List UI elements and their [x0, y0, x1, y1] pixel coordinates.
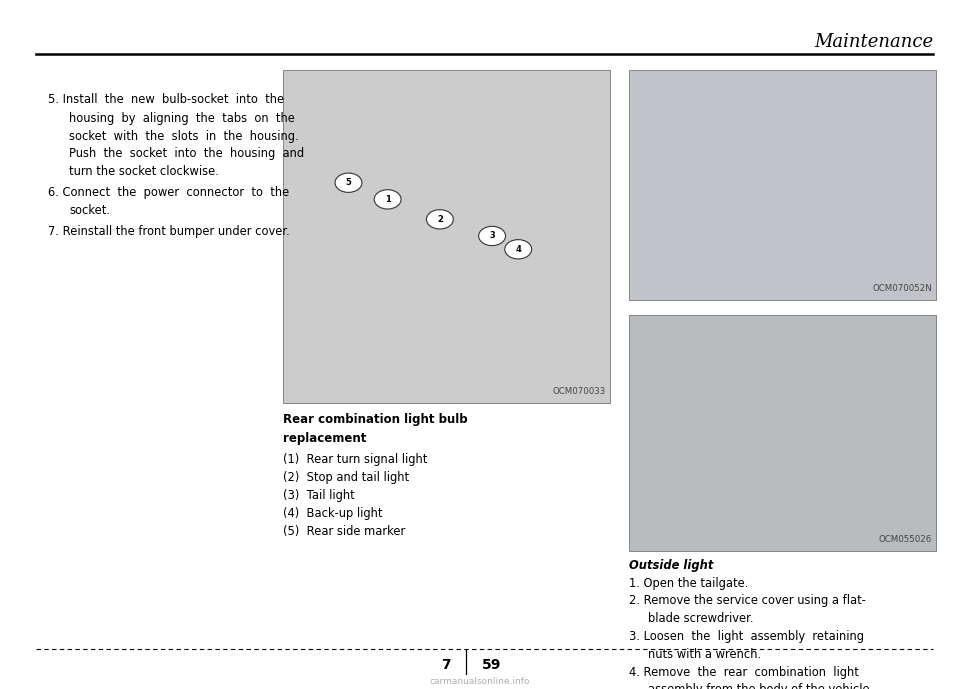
Text: housing  by  aligning  the  tabs  on  the: housing by aligning the tabs on the [69, 112, 295, 125]
Text: (2)  Stop and tail light: (2) Stop and tail light [283, 471, 409, 484]
Text: 3. Loosen  the  light  assembly  retaining: 3. Loosen the light assembly retaining [629, 630, 864, 643]
Text: (1)  Rear turn signal light: (1) Rear turn signal light [283, 453, 427, 466]
Text: 7. Reinstall the front bumper under cover.: 7. Reinstall the front bumper under cove… [48, 225, 290, 238]
Text: nuts with a wrench.: nuts with a wrench. [648, 648, 761, 661]
Text: (3)  Tail light: (3) Tail light [283, 489, 355, 502]
Text: blade screwdriver.: blade screwdriver. [648, 612, 754, 625]
Text: OCM055026: OCM055026 [879, 535, 932, 544]
Text: carmanualsonline.info: carmanualsonline.info [430, 677, 530, 686]
Text: 1: 1 [385, 195, 391, 204]
Text: 1. Open the tailgate.: 1. Open the tailgate. [629, 577, 748, 590]
FancyBboxPatch shape [629, 315, 936, 551]
Text: OCM070033: OCM070033 [553, 387, 606, 396]
Text: 3: 3 [490, 232, 495, 240]
Text: socket  with  the  slots  in  the  housing.: socket with the slots in the housing. [69, 130, 299, 143]
Text: 2. Remove the service cover using a flat-: 2. Remove the service cover using a flat… [629, 594, 866, 607]
Text: 5. Install  the  new  bulb-socket  into  the: 5. Install the new bulb-socket into the [48, 93, 284, 106]
Text: Rear combination light bulb: Rear combination light bulb [283, 413, 468, 426]
Text: 2: 2 [437, 215, 443, 224]
Text: 6. Connect  the  power  connector  to  the: 6. Connect the power connector to the [48, 186, 289, 199]
FancyBboxPatch shape [283, 70, 610, 403]
Circle shape [374, 189, 401, 209]
Text: 59: 59 [482, 658, 501, 672]
Text: 4. Remove  the  rear  combination  light: 4. Remove the rear combination light [629, 666, 858, 679]
Text: 7: 7 [442, 658, 451, 672]
FancyBboxPatch shape [629, 70, 936, 300]
Text: (4)  Back-up light: (4) Back-up light [283, 507, 383, 520]
Text: 5: 5 [346, 178, 351, 187]
Text: Push  the  socket  into  the  housing  and: Push the socket into the housing and [69, 147, 304, 161]
Text: OCM070052N: OCM070052N [873, 284, 932, 293]
Circle shape [505, 240, 532, 259]
Text: Outside light: Outside light [629, 559, 713, 573]
Text: turn the socket clockwise.: turn the socket clockwise. [69, 165, 219, 178]
Text: 4: 4 [516, 245, 521, 254]
Text: assembly from the body of the vehicle.: assembly from the body of the vehicle. [648, 683, 874, 689]
Circle shape [479, 226, 506, 245]
Text: socket.: socket. [69, 204, 110, 217]
Circle shape [426, 209, 453, 229]
Text: (5)  Rear side marker: (5) Rear side marker [283, 525, 405, 538]
Circle shape [335, 173, 362, 192]
Text: replacement: replacement [283, 432, 367, 445]
Text: Maintenance: Maintenance [814, 33, 933, 51]
